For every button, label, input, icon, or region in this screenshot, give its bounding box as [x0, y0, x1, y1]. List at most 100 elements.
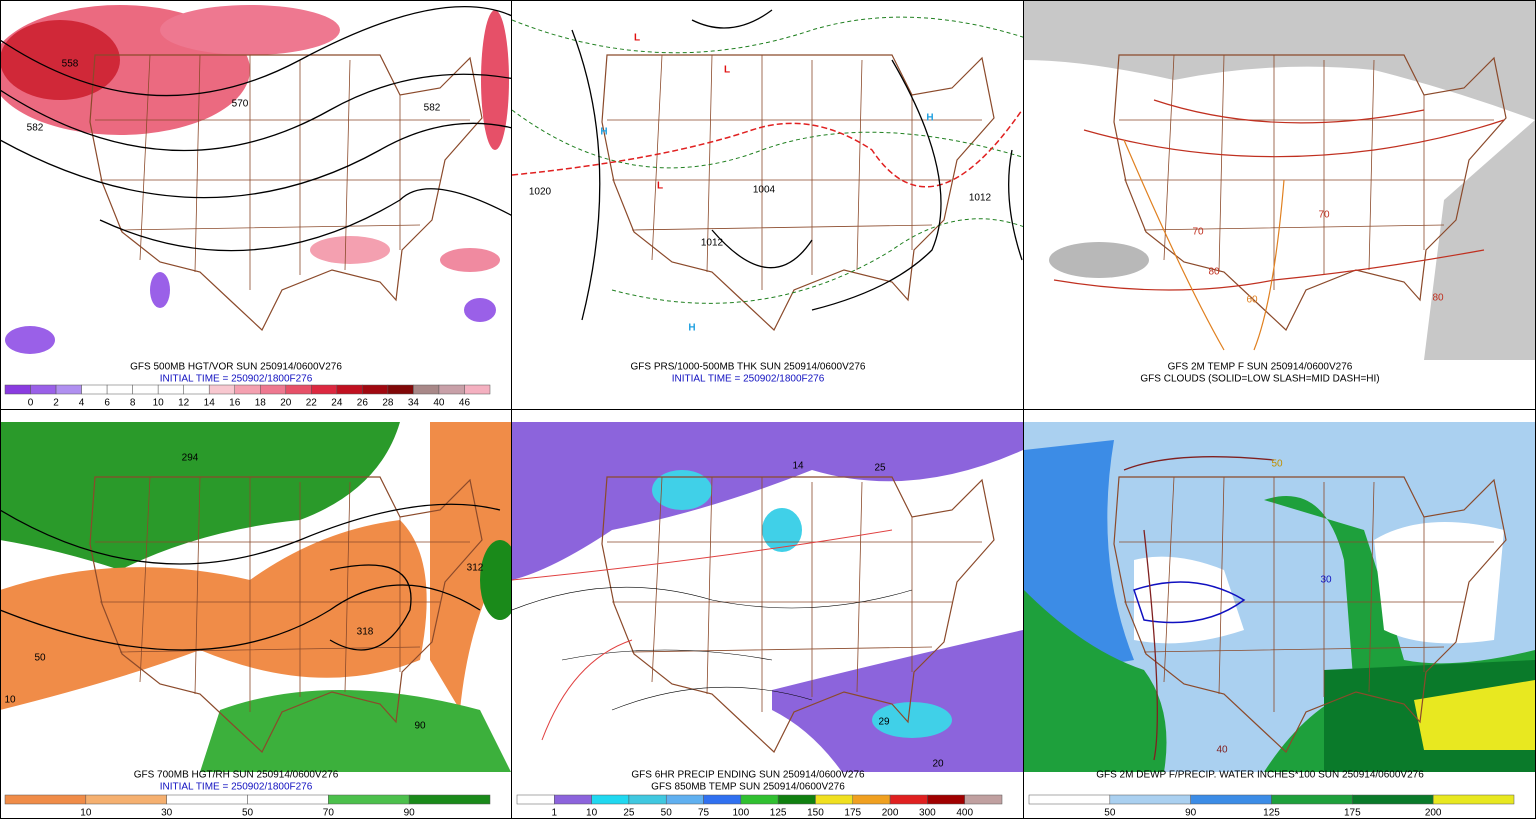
colorbar-label: 8 — [130, 398, 136, 409]
caption: GFS 700MB HGT/RH SUN 250914/0600V276 — [134, 770, 339, 781]
map-label: 582 — [27, 123, 44, 134]
colorbar-label: 2 — [53, 398, 59, 409]
colorbar-label: 25 — [623, 808, 635, 819]
map-label: 40 — [1216, 745, 1228, 756]
colorbar-label: 150 — [807, 808, 824, 819]
colorbar-label: 46 — [459, 398, 471, 409]
colorbar-label: 14 — [204, 398, 216, 409]
colorbar-swatch — [554, 794, 592, 805]
map-label: 1012 — [969, 193, 992, 204]
map-label: 80 — [1208, 267, 1220, 278]
colorbar-label: 26 — [357, 398, 369, 409]
caption: GFS 2M DEWP F/PRECIP. WATER INCHES*100 S… — [1096, 770, 1424, 781]
colorbar-label: 34 — [408, 398, 420, 409]
colorbar-label: 1 — [552, 808, 558, 819]
colorbar-label: 0 — [28, 398, 34, 409]
map-label: 294 — [182, 453, 199, 464]
colorbar-swatch — [85, 794, 167, 805]
caption: GFS PRS/1000-500MB THK SUN 250914/0600V2… — [631, 362, 866, 373]
overlay: GFS 500MB HGT/VOR SUN 250914/0600V276INI… — [4, 33, 1515, 819]
colorbar-label: 75 — [698, 808, 710, 819]
colorbar-swatch — [260, 384, 287, 395]
colorbar-swatch — [4, 794, 87, 805]
colorbar-swatch — [740, 794, 779, 805]
colorbar-swatch — [106, 384, 133, 395]
map-precip — [512, 422, 1023, 772]
colorbar-swatch — [1352, 794, 1434, 805]
colorbar-swatch — [157, 384, 184, 395]
map-label: 70 — [1192, 227, 1204, 238]
colorbar-swatch — [1432, 794, 1515, 805]
colorbar-label: 100 — [733, 808, 750, 819]
colorbar-label: 400 — [956, 808, 973, 819]
colorbar-swatch — [247, 794, 329, 805]
colorbar-label: 28 — [382, 398, 394, 409]
colorbar-swatch — [285, 384, 312, 395]
colorbar-swatch — [4, 384, 31, 395]
colorbar-swatch — [889, 794, 928, 805]
colorbar-label: 12 — [178, 398, 190, 409]
colorbar-label: 24 — [331, 398, 343, 409]
caption: INITIAL TIME = 250902/1800F276 — [160, 782, 313, 793]
colorbar-label: 50 — [242, 808, 254, 819]
colorbar-swatch — [665, 794, 704, 805]
colorbar-swatch — [328, 794, 410, 805]
caption: GFS CLOUDS (SOLID=LOW SLASH=MID DASH=HI) — [1140, 374, 1379, 385]
colorbar-label: 175 — [1344, 808, 1361, 819]
map-label: 50 — [1271, 459, 1283, 470]
map-label: 90 — [414, 721, 426, 732]
colorbar-swatch — [516, 794, 555, 805]
caption: GFS 6HR PRECIP ENDING SUN 250914/0600V27… — [631, 770, 865, 781]
map-pressure — [512, 9, 1023, 331]
map-label: 80 — [1432, 293, 1444, 304]
map-label: 10 — [4, 695, 16, 706]
map-label: 30 — [1320, 575, 1332, 586]
colorbar-swatch — [81, 384, 108, 395]
colorbar-swatch — [387, 384, 414, 395]
colorbar-swatch — [55, 384, 82, 395]
colorbar-swatch — [132, 384, 159, 395]
colorbar-label: 125 — [770, 808, 787, 819]
map-700mb — [0, 422, 511, 772]
colorbar-label: 10 — [80, 808, 92, 819]
colorbar-swatch — [30, 384, 57, 395]
map-label: 50 — [34, 653, 46, 664]
map-label: 70 — [1318, 210, 1330, 221]
map-label: 1012 — [701, 238, 724, 249]
colorbar-label: 18 — [255, 398, 267, 409]
colorbar-label: 200 — [1425, 808, 1442, 819]
colorbar-swatch — [234, 384, 261, 395]
colorbar-label: 200 — [882, 808, 899, 819]
map-temp — [1024, 0, 1535, 360]
caption: GFS 500MB HGT/VOR SUN 250914/0600V276 — [130, 362, 342, 373]
colorbar-swatch — [1190, 794, 1272, 805]
colorbar-swatch — [438, 384, 465, 395]
colorbar-swatch — [311, 384, 338, 395]
colorbar-label: 40 — [433, 398, 445, 409]
colorbar-swatch — [1028, 794, 1111, 805]
colorbar-swatch — [1271, 794, 1353, 805]
colorbar-label: 50 — [1104, 808, 1116, 819]
map-label: 29 — [878, 717, 890, 728]
map-label: 1020 — [529, 187, 552, 198]
map-label: 1004 — [753, 185, 776, 196]
map-label: 14 — [792, 461, 804, 472]
map-label: 60 — [1246, 295, 1258, 306]
colorbar-label: 50 — [661, 808, 673, 819]
colorbar-swatch — [464, 384, 491, 395]
caption: INITIAL TIME = 250902/1800F276 — [160, 374, 313, 385]
colorbar-swatch — [413, 384, 440, 395]
colorbar-swatch — [777, 794, 816, 805]
map-label: H — [926, 113, 933, 124]
map-dewpoint — [1024, 422, 1535, 772]
colorbar-label: 10 — [153, 398, 165, 409]
colorbar-swatch — [852, 794, 891, 805]
colorbar-swatch — [964, 794, 1003, 805]
colorbar-label: 70 — [323, 808, 335, 819]
colorbar-swatch — [815, 794, 854, 805]
map-label: 20 — [932, 759, 944, 770]
map-label: 312 — [467, 563, 484, 574]
colorbar-swatch — [703, 794, 742, 805]
map-500mb — [0, 5, 511, 354]
